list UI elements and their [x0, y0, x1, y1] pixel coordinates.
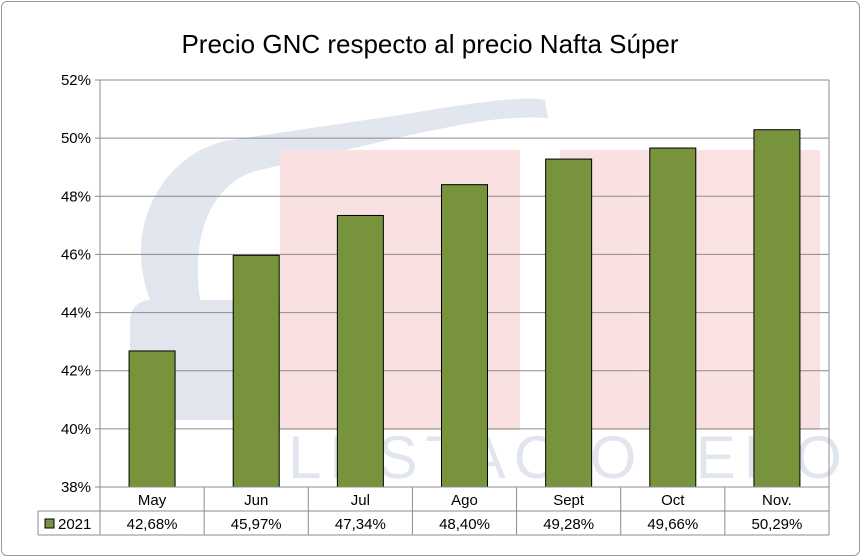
- legend-swatch: [44, 518, 55, 529]
- bar: [232, 254, 280, 488]
- bar: [753, 129, 801, 488]
- plot-area: 38% 40% 42% 44% 46% 48% 50% 52%: [61, 72, 830, 496]
- x-category-label: May: [138, 492, 167, 509]
- y-tick-label: 40%: [61, 421, 91, 438]
- legend-label: 2021: [58, 516, 91, 533]
- y-tick-label: 44%: [61, 305, 91, 322]
- bar: [545, 158, 593, 488]
- data-label: 49,66%: [647, 516, 698, 533]
- x-category-label: Nov.: [762, 492, 792, 509]
- y-tick-label: 42%: [61, 363, 91, 380]
- y-tick-label: 38%: [61, 479, 91, 496]
- x-category-label: Jun: [244, 492, 268, 509]
- data-table: May 42,68% Jun 45,97% Jul 47,34% Ago 48,40% Sept…: [37, 486, 830, 536]
- data-label: 42,68%: [127, 516, 178, 533]
- watermark-nozzle: [141, 98, 548, 300]
- y-tick-label: 48%: [61, 188, 91, 205]
- x-category-label: Oct: [661, 492, 685, 509]
- y-tick-label: 46%: [61, 246, 91, 263]
- bar: [649, 147, 697, 488]
- bar: [336, 214, 384, 488]
- data-label: 45,97%: [231, 516, 282, 533]
- data-label: 47,34%: [335, 516, 386, 533]
- data-label: 48,40%: [439, 516, 490, 533]
- x-category-label: Sept: [553, 492, 585, 509]
- data-label: 50,29%: [751, 516, 802, 533]
- y-tick-label: 52%: [61, 72, 91, 89]
- data-label: 49,28%: [543, 516, 594, 533]
- x-category-label: Ago: [451, 492, 478, 509]
- bar: [441, 184, 488, 488]
- y-tick-label: 50%: [61, 130, 91, 147]
- chart-title: Precio GNC respecto al precio Nafta Súpe…: [181, 29, 678, 59]
- x-category-label: Jul: [351, 492, 370, 509]
- bar: [128, 350, 176, 488]
